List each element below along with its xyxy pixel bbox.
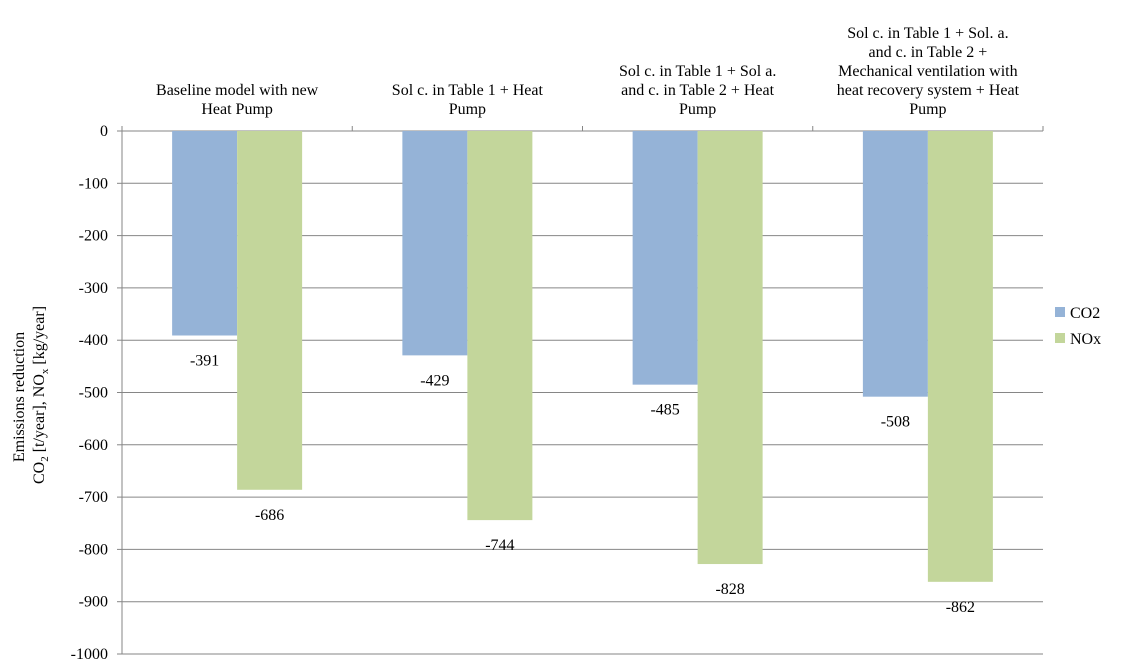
category-label: Sol c. in Table 1 + Sol a. and c. in Tabl… xyxy=(619,63,776,118)
category-label: Sol c. in Table 1 + Heat Pump xyxy=(392,82,544,118)
y-axis-title-co2-sub: 2 xyxy=(39,456,51,462)
bar-nox xyxy=(697,131,763,565)
category-label: Baseline model with new Heat Pump xyxy=(156,82,319,118)
data-label-nox: -828 xyxy=(715,581,744,598)
y-tick-label: -600 xyxy=(79,437,108,454)
bar-co2 xyxy=(402,131,468,356)
y-tick-label: -100 xyxy=(79,175,108,192)
legend: CO2 NOx xyxy=(1055,305,1101,348)
bar-nox xyxy=(927,131,993,582)
y-tick-label: -400 xyxy=(79,332,108,349)
data-label-co2: -429 xyxy=(420,372,449,389)
legend-label-nox: NOx xyxy=(1070,331,1101,348)
y-tick-label: -200 xyxy=(79,228,108,245)
bar-co2 xyxy=(862,131,928,397)
y-axis-title-co2-unit: [t/year], NO xyxy=(31,374,48,456)
y-axis xyxy=(117,126,1044,655)
y-tick-label: -800 xyxy=(79,541,108,558)
data-label-co2: -485 xyxy=(650,402,679,419)
y-tick-label: -300 xyxy=(79,280,108,297)
y-tick-label: 0 xyxy=(100,123,108,140)
data-label-co2: -391 xyxy=(190,352,219,369)
legend-swatch-nox xyxy=(1055,333,1065,343)
data-label-nox: -744 xyxy=(485,537,514,554)
y-tick-label: -700 xyxy=(79,489,108,506)
legend-label-co2: CO2 xyxy=(1070,305,1100,322)
bar-nox xyxy=(467,131,533,521)
bar-nox xyxy=(237,131,303,490)
data-label-co2: -508 xyxy=(881,414,910,431)
y-tick-label: -500 xyxy=(79,385,108,402)
y-axis-title-co2: CO xyxy=(31,462,48,484)
data-label-nox: -686 xyxy=(255,507,284,524)
y-axis-title-nox-unit: [kg/year] xyxy=(31,306,48,369)
y-tick-label: -900 xyxy=(79,594,108,611)
bar-co2 xyxy=(172,131,238,336)
bar-co2 xyxy=(632,131,698,385)
y-axis-title: Emissions reduction CO2 [t/year], NOx [k… xyxy=(11,306,51,484)
category-label: Sol c. in Table 1 + Sol. a. and c. in Tab… xyxy=(837,25,1020,118)
y-axis-title-nox-sub: x xyxy=(39,368,51,374)
bars-group xyxy=(172,131,993,582)
y-axis-title-line1: Emissions reduction xyxy=(11,332,28,462)
y-tick-label: -1000 xyxy=(71,646,108,663)
data-labels: -391 -686 -429 -744 -485 -828 -508 -862 xyxy=(190,352,975,615)
data-label-nox: -862 xyxy=(946,599,975,616)
legend-swatch-co2 xyxy=(1055,307,1065,317)
category-labels: Baseline model with new Heat Pump Sol c. i… xyxy=(156,25,1020,118)
y-tick-labels: 0 -100 -200 -300 -400 -500 -600 -700 -800 -900 -10… xyxy=(71,123,108,663)
